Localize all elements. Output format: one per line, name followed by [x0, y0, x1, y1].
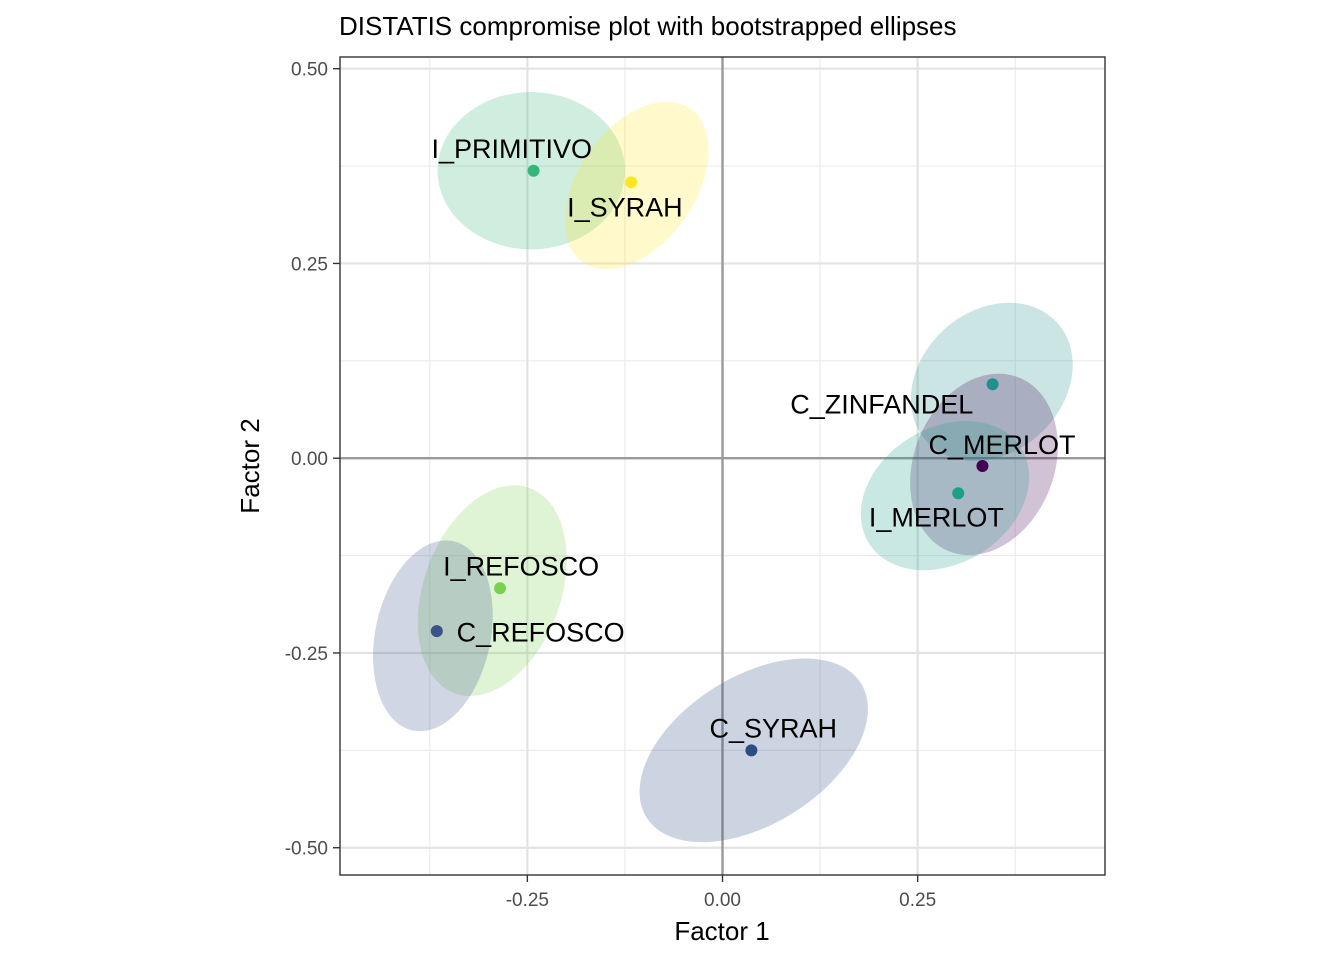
point-c-zinfandel — [986, 378, 999, 391]
label-i-refosco: I_REFOSCO — [443, 551, 599, 581]
x-tick-label: -0.25 — [506, 890, 549, 911]
x-tick-label: 0.00 — [704, 890, 741, 911]
point-c-refosco — [430, 625, 443, 638]
data-points — [430, 164, 999, 757]
ellipse-i-merlot — [860, 420, 1030, 571]
label-c-zinfandel: C_ZINFANDEL — [790, 389, 973, 419]
label-i-syrah: I_SYRAH — [567, 192, 683, 222]
y-tick-label: 0.25 — [291, 254, 328, 275]
point-i-merlot — [952, 487, 965, 500]
y-tick-label: -0.25 — [285, 644, 328, 665]
ellipse-i-syrah — [564, 101, 709, 270]
point-i-primitivo — [527, 164, 540, 177]
x-axis-title: Factor 1 — [674, 916, 769, 946]
origin-axes — [340, 57, 1105, 875]
y-axis-title: Factor 2 — [235, 418, 265, 513]
y-axis-ticks: -0.50 -0.25 0.00 0.25 0.50 — [285, 60, 340, 860]
chart-title: DISTATIS compromise plot with bootstrapp… — [339, 11, 957, 41]
point-labels: I_PRIMITIVO I_SYRAH C_ZINFANDEL C_MERLOT I_M… — [431, 134, 1075, 744]
point-c-merlot — [976, 460, 989, 472]
ellipse-c-refosco — [373, 540, 493, 732]
point-c-syrah — [745, 744, 758, 757]
point-i-refosco — [494, 582, 507, 595]
label-i-merlot: I_MERLOT — [869, 502, 1004, 532]
label-c-syrah: C_SYRAH — [709, 714, 837, 744]
ellipse-i-refosco — [417, 485, 567, 696]
point-i-syrah — [625, 176, 638, 189]
y-tick-label: 0.00 — [291, 449, 328, 470]
label-c-refosco: C_REFOSCO — [457, 618, 625, 648]
y-tick-label: 0.50 — [291, 60, 328, 81]
label-c-merlot: C_MERLOT — [928, 430, 1075, 460]
x-axis-ticks: -0.25 0.00 0.25 — [506, 875, 936, 911]
label-i-primitivo: I_PRIMITIVO — [431, 134, 592, 164]
y-tick-label: -0.50 — [285, 839, 328, 860]
x-tick-label: 0.25 — [899, 890, 936, 911]
